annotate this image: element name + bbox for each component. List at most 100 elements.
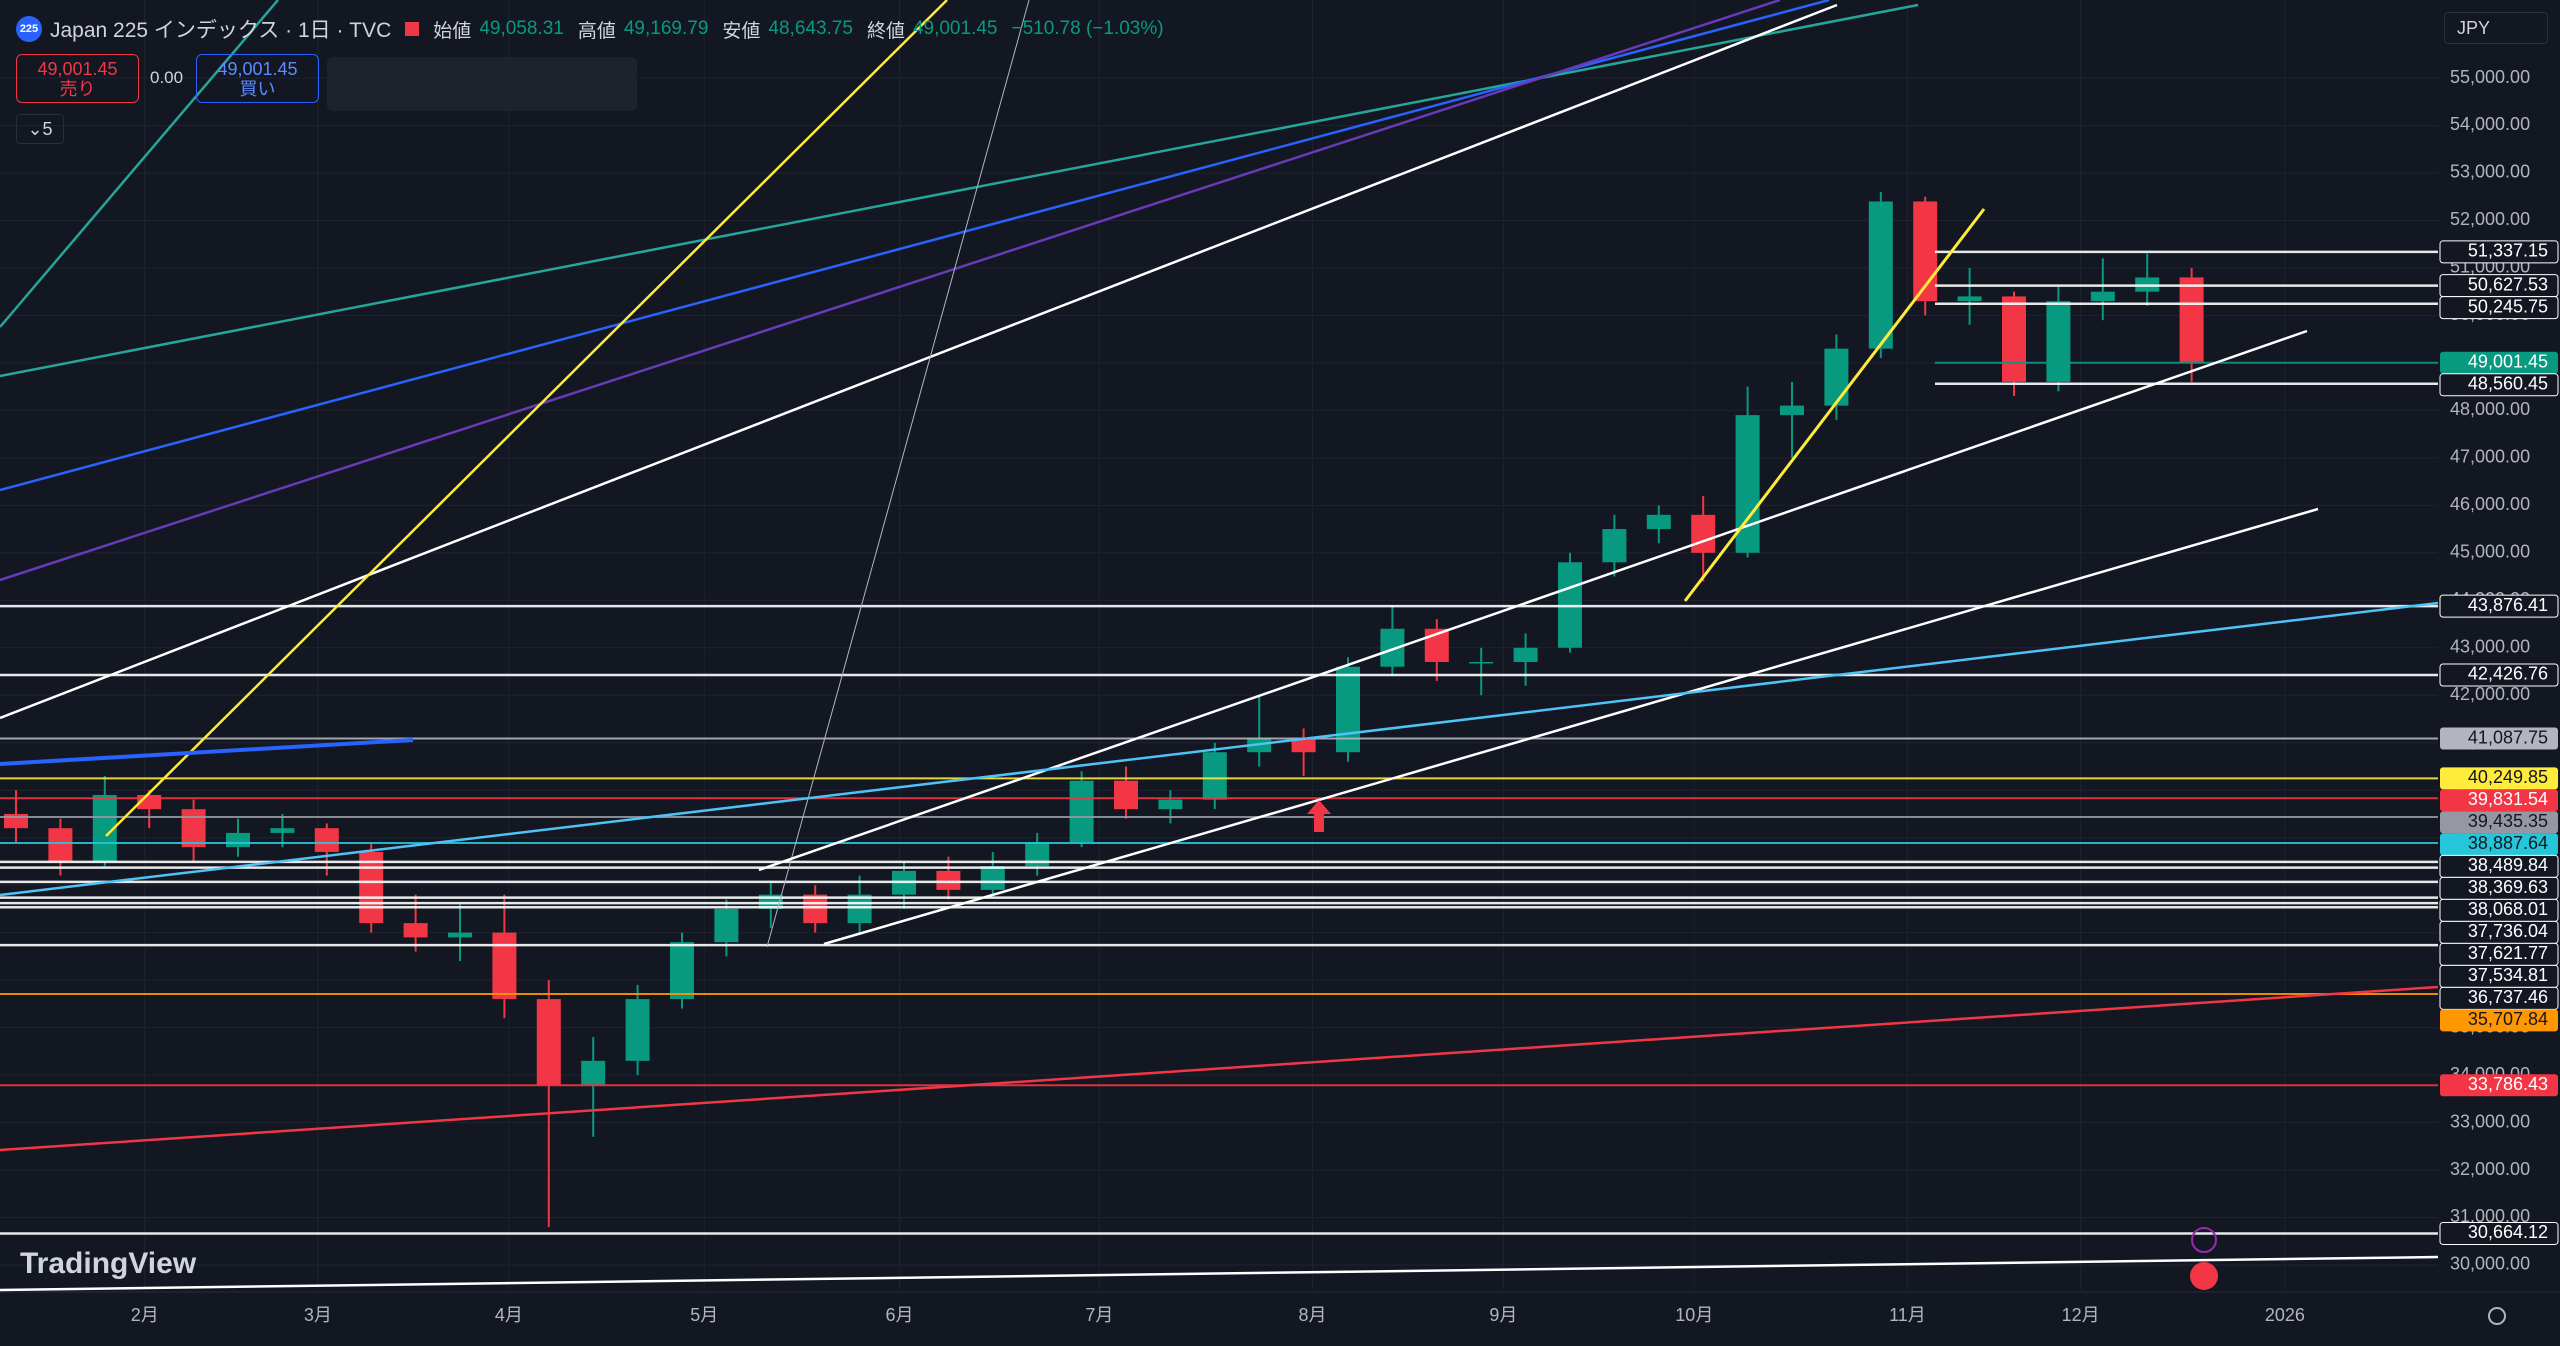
drawing-toolbar[interactable]	[327, 57, 637, 111]
price-lines	[0, 250, 2438, 1235]
candle-body	[670, 942, 694, 1000]
y-tick-label: 42,000.00	[2450, 684, 2530, 704]
y-tick-label: 33,000.00	[2450, 1111, 2530, 1131]
candle-body	[1469, 661, 1494, 664]
header: 225 Japan 225 インデックス · 1日 · TVC 始値 49,058…	[16, 14, 1170, 44]
spread: 0.00	[150, 68, 184, 87]
price-label: 50,245.75	[2468, 296, 2548, 316]
price-label: 43,876.41	[2468, 595, 2548, 615]
candle-body	[448, 932, 472, 938]
sell-price: 49,001.45	[37, 58, 118, 79]
price-label: 36,737.46	[2468, 987, 2548, 1007]
candle-body	[536, 999, 561, 1085]
settings-icon[interactable]	[2488, 1307, 2506, 1325]
flag[interactable]	[405, 22, 420, 36]
y-tick-label: 32,000.00	[2450, 1159, 2530, 1179]
drawings	[0, 0, 2439, 1292]
candle-body	[181, 809, 206, 848]
price-label: 38,369.63	[2468, 877, 2548, 897]
y-tick-label: 53,000.00	[2450, 162, 2530, 182]
candle-body	[1780, 405, 1804, 416]
y-tick-label: 48,000.00	[2450, 399, 2530, 419]
price-label: 48,560.45	[2468, 374, 2548, 394]
price-label-bg	[2439, 663, 2559, 687]
ohlc-value: 49,169.79	[623, 18, 709, 39]
trendline	[0, 601, 2439, 897]
price-label-bg	[2440, 811, 2558, 834]
price-label: 38,068.01	[2468, 899, 2548, 919]
price-label-bg	[2440, 1074, 2558, 1097]
price-label: 40,249.85	[2468, 767, 2548, 787]
ohlc-value: 48,643.75	[768, 18, 853, 39]
y-tick-label: 30,000.00	[2450, 1254, 2530, 1274]
ohlc-key: 始値	[433, 20, 472, 42]
x-tick-label: 5月	[690, 1305, 718, 1325]
y-tick-label: 46,000.00	[2450, 494, 2530, 514]
indicator-count: 5	[42, 118, 53, 139]
buy-button[interactable]: 49,001.45 買い	[196, 54, 319, 103]
candle-body	[359, 851, 384, 924]
price-label: 39,435.35	[2468, 811, 2548, 831]
candle-body	[1069, 780, 1094, 843]
x-tick-label: 2月	[131, 1305, 159, 1325]
buy-label: 買い	[239, 78, 276, 99]
candle-body	[847, 894, 872, 924]
candle-body	[403, 923, 428, 938]
price-label: 33,786.43	[2468, 1074, 2548, 1094]
candle-body	[980, 866, 1005, 890]
price-label: 41,087.75	[2468, 727, 2548, 747]
buy-price: 49,001.45	[217, 58, 298, 79]
candle-body	[492, 932, 517, 1000]
y-tick-label: 47,000.00	[2450, 447, 2530, 467]
trendline	[0, 3, 1838, 720]
candle-body	[1114, 780, 1138, 810]
trendline	[758, 329, 2308, 872]
y-tick-label: 31,000.00	[2450, 1206, 2530, 1226]
price-label: 37,736.04	[2468, 921, 2548, 941]
price-label: 42,426.76	[2468, 664, 2548, 684]
price-label-bg	[2440, 727, 2558, 750]
candle-body	[714, 908, 739, 943]
price-label-bg	[2439, 594, 2559, 618]
sell-button[interactable]: 49,001.45 売り	[16, 54, 139, 103]
event-icon[interactable]	[2191, 1227, 2217, 1253]
trendline	[1683, 208, 1986, 602]
x-tick-label: 11月	[1889, 1305, 1926, 1325]
price-label: 38,887.64	[2468, 833, 2548, 853]
trendline	[0, 0, 1830, 492]
price-label: 38,489.84	[2468, 855, 2548, 875]
trendline	[0, 0, 1781, 582]
indicator-toggle[interactable]: ⌄ 5	[16, 114, 64, 144]
sell-label: 売り	[59, 78, 96, 99]
grid	[0, 0, 2438, 1290]
candle-body	[625, 999, 650, 1061]
price-label: 35,707.84	[2468, 1009, 2548, 1029]
candle-body	[1202, 752, 1227, 800]
x-tick-label: 2026	[2265, 1305, 2305, 1325]
trendline	[0, 0, 279, 328]
candle-body	[1158, 799, 1183, 810]
trendline	[0, 1255, 2439, 1292]
candle-body	[1824, 348, 1849, 406]
ohlc-value: 49,001.45	[912, 18, 998, 39]
trendline	[823, 507, 2319, 946]
currency-select[interactable]: JPY	[2444, 12, 2548, 44]
symbol-icon: 225	[16, 16, 42, 42]
settings-icon[interactable]	[2488, 1307, 2506, 1325]
candle-body	[1513, 647, 1538, 662]
candle-body	[1291, 737, 1316, 753]
price-label-bg	[2440, 767, 2558, 790]
trendline	[0, 738, 414, 766]
candle-body	[1691, 514, 1716, 553]
price-label: 30,664.12	[2468, 1222, 2548, 1242]
x-tick-label: 8月	[1298, 1305, 1326, 1325]
y-tick-label: 52,000.00	[2450, 209, 2530, 229]
y-tick-label: 43,000.00	[2450, 637, 2530, 657]
title[interactable]: Japan 225 インデックス · 1日 · TVC	[50, 19, 392, 42]
price-label: 39,831.54	[2468, 789, 2548, 809]
event-icon[interactable]	[2190, 1262, 2218, 1290]
x-tick-label: 3月	[304, 1305, 332, 1325]
brand: TradingView	[20, 1247, 197, 1280]
x-tick-label: 9月	[1489, 1305, 1517, 1325]
